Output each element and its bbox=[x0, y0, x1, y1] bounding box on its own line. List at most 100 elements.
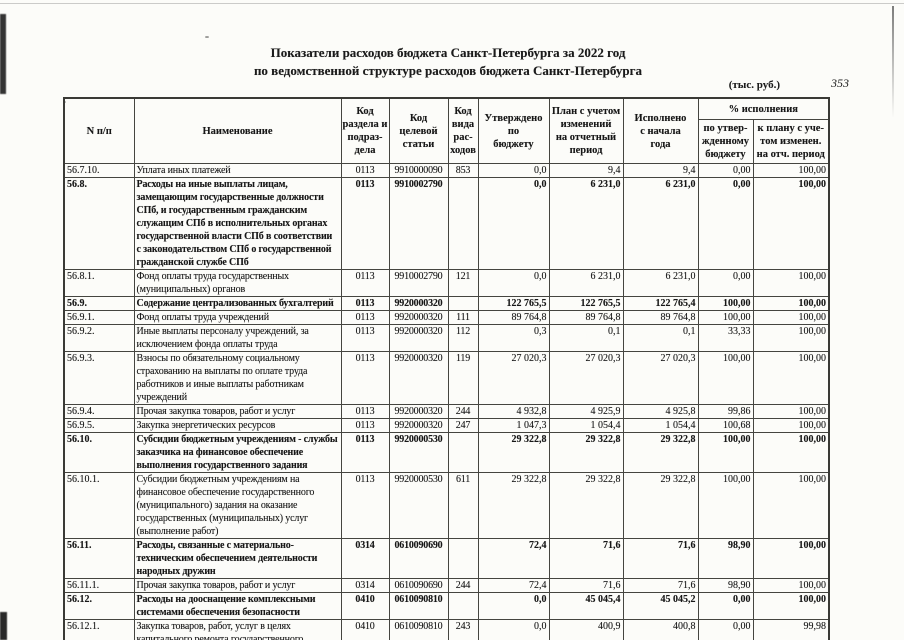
page-number: 353 bbox=[831, 76, 849, 90]
table-row: 56.9.3. Взносы по обязательному социально… bbox=[63, 351, 830, 405]
cell-section-code: 0314 bbox=[340, 578, 390, 593]
cell-name: Фонд оплаты труда государственных (муниц… bbox=[133, 269, 342, 297]
table-row: 56.9.2. Иные выплаты персоналу учреждений… bbox=[63, 324, 830, 352]
cell-approved: 72,4 bbox=[477, 578, 550, 593]
cell-pct-plan: 100,00 bbox=[752, 177, 830, 270]
cell-row-number: 56.10. bbox=[63, 432, 135, 473]
cell-pct-plan: 100,00 bbox=[752, 269, 830, 297]
cell-expense-type-code: 112 bbox=[447, 324, 479, 352]
cell-section-code: 0410 bbox=[340, 619, 390, 640]
table-row: 56.12.1. Закупка товаров, работ, услуг в … bbox=[63, 619, 830, 640]
cell-row-number: 56.11.1. bbox=[63, 578, 135, 593]
cell-row-number: 56.9. bbox=[63, 296, 135, 311]
cell-row-number: 56.8. bbox=[63, 177, 135, 270]
table-row: 56.11. Расходы, связанные с материально-т… bbox=[63, 538, 830, 579]
cell-executed: 6 231,0 bbox=[622, 269, 699, 297]
cell-name: Прочая закупка товаров, работ и услуг bbox=[133, 404, 342, 419]
cell-plan: 71,6 bbox=[548, 578, 624, 593]
header-plan: План с учетом изменений на отчетный пери… bbox=[548, 97, 624, 164]
cell-name: Прочая закупка товаров, работ и услуг bbox=[133, 578, 342, 593]
table-row: 56.9.1. Фонд оплаты труда учреждений 0113 9… bbox=[63, 310, 830, 325]
cell-executed: 6 231,0 bbox=[622, 177, 699, 270]
cell-section-code: 0113 bbox=[340, 418, 390, 433]
cell-pct-budget: 0,00 bbox=[697, 163, 754, 178]
cell-approved: 0,0 bbox=[477, 269, 550, 297]
cell-pct-plan: 100,00 bbox=[752, 472, 830, 539]
cell-target-article-code: 9920000320 bbox=[388, 296, 449, 311]
header-section-code: Код раздела и подраз- дела bbox=[340, 97, 390, 164]
table-body: 56.7.10. Уплата иных платежей 0113 99100000… bbox=[63, 163, 830, 640]
cell-pct-plan: 100,00 bbox=[752, 310, 830, 325]
cell-row-number: 56.8.1. bbox=[63, 269, 135, 297]
cell-approved: 4 932,8 bbox=[477, 404, 550, 419]
cell-section-code: 0113 bbox=[340, 177, 390, 270]
cell-pct-plan: 99,98 bbox=[752, 619, 830, 640]
cell-pct-budget: 99,86 bbox=[697, 404, 754, 419]
cell-target-article-code: 9920000320 bbox=[388, 310, 449, 325]
document-title: Показатели расходов бюджета Санкт-Петерб… bbox=[48, 44, 848, 80]
cell-executed: 71,6 bbox=[622, 538, 699, 579]
cell-pct-plan: 100,00 bbox=[752, 351, 830, 405]
cell-name: Фонд оплаты труда учреждений bbox=[133, 310, 342, 325]
cell-executed: 71,6 bbox=[622, 578, 699, 593]
cell-executed: 400,8 bbox=[622, 619, 699, 640]
cell-name: Содержание централизованных бухгалтерий bbox=[133, 296, 342, 311]
cell-row-number: 56.9.1. bbox=[63, 310, 135, 325]
cell-approved: 1 047,3 bbox=[477, 418, 550, 433]
cell-row-number: 56.10.1. bbox=[63, 472, 135, 539]
header-pct-budget: по утвер- жденному бюджету bbox=[697, 119, 754, 164]
cell-pct-budget: 0,00 bbox=[697, 177, 754, 270]
cell-target-article-code: 9920000320 bbox=[388, 351, 449, 405]
cell-section-code: 0113 bbox=[340, 310, 390, 325]
cell-row-number: 56.12. bbox=[63, 592, 135, 620]
cell-plan: 122 765,5 bbox=[548, 296, 624, 311]
header-approved: Утверждено по бюджету bbox=[477, 97, 550, 164]
cell-approved: 122 765,5 bbox=[477, 296, 550, 311]
cell-executed: 4 925,8 bbox=[622, 404, 699, 419]
cell-row-number: 56.7.10. bbox=[63, 163, 135, 178]
cell-approved: 0,0 bbox=[477, 619, 550, 640]
cell-name: Расходы, связанные с материально-техниче… bbox=[133, 538, 342, 579]
cell-expense-type-code bbox=[447, 177, 479, 270]
cell-pct-budget: 0,00 bbox=[697, 592, 754, 620]
cell-target-article-code: 9910002790 bbox=[388, 177, 449, 270]
header-expense-type-code: Код вида рас- ходов bbox=[447, 97, 479, 164]
cell-expense-type-code: 611 bbox=[447, 472, 479, 539]
cell-plan: 27 020,3 bbox=[548, 351, 624, 405]
cell-approved: 0,3 bbox=[477, 324, 550, 352]
cell-row-number: 56.11. bbox=[63, 538, 135, 579]
cell-name: Закупка товаров, работ, услуг в целях ка… bbox=[133, 619, 342, 640]
cell-executed: 1 054,4 bbox=[622, 418, 699, 433]
cell-executed: 27 020,3 bbox=[622, 351, 699, 405]
cell-pct-budget: 33,33 bbox=[697, 324, 754, 352]
cell-executed: 122 765,4 bbox=[622, 296, 699, 311]
cell-plan: 6 231,0 bbox=[548, 269, 624, 297]
cell-plan: 6 231,0 bbox=[548, 177, 624, 270]
cell-pct-plan: 100,00 bbox=[752, 538, 830, 579]
cell-target-article-code: 0610090690 bbox=[388, 538, 449, 579]
cell-expense-type-code: 111 bbox=[447, 310, 479, 325]
cell-row-number: 56.9.3. bbox=[63, 351, 135, 405]
cell-section-code: 0410 bbox=[340, 592, 390, 620]
header-pct-group: % исполнения bbox=[697, 97, 830, 120]
cell-pct-plan: 100,00 bbox=[752, 432, 830, 473]
cell-target-article-code: 0610090810 bbox=[388, 619, 449, 640]
cell-target-article-code: 9920000530 bbox=[388, 432, 449, 473]
cell-pct-budget: 0,00 bbox=[697, 269, 754, 297]
cell-approved: 27 020,3 bbox=[477, 351, 550, 405]
table-row: 56.10. Субсидии бюджетным учреждениям - с… bbox=[63, 432, 830, 473]
cell-approved: 29 322,8 bbox=[477, 472, 550, 539]
cell-expense-type-code bbox=[447, 432, 479, 473]
cell-section-code: 0113 bbox=[340, 432, 390, 473]
cell-approved: 0,0 bbox=[477, 177, 550, 270]
cell-row-number: 56.9.4. bbox=[63, 404, 135, 419]
cell-plan: 400,9 bbox=[548, 619, 624, 640]
document-title-line1: Показатели расходов бюджета Санкт-Петерб… bbox=[270, 45, 626, 60]
table-row: 56.7.10. Уплата иных платежей 0113 99100000… bbox=[63, 163, 830, 178]
cell-name: Взносы по обязательному социальному стра… bbox=[133, 351, 342, 405]
cell-plan: 1 054,4 bbox=[548, 418, 624, 433]
header-target-article-code: Код целевой статьи bbox=[388, 97, 449, 164]
cell-name: Субсидии бюджетным учреждениям - службы … bbox=[133, 432, 342, 473]
cell-executed: 89 764,8 bbox=[622, 310, 699, 325]
